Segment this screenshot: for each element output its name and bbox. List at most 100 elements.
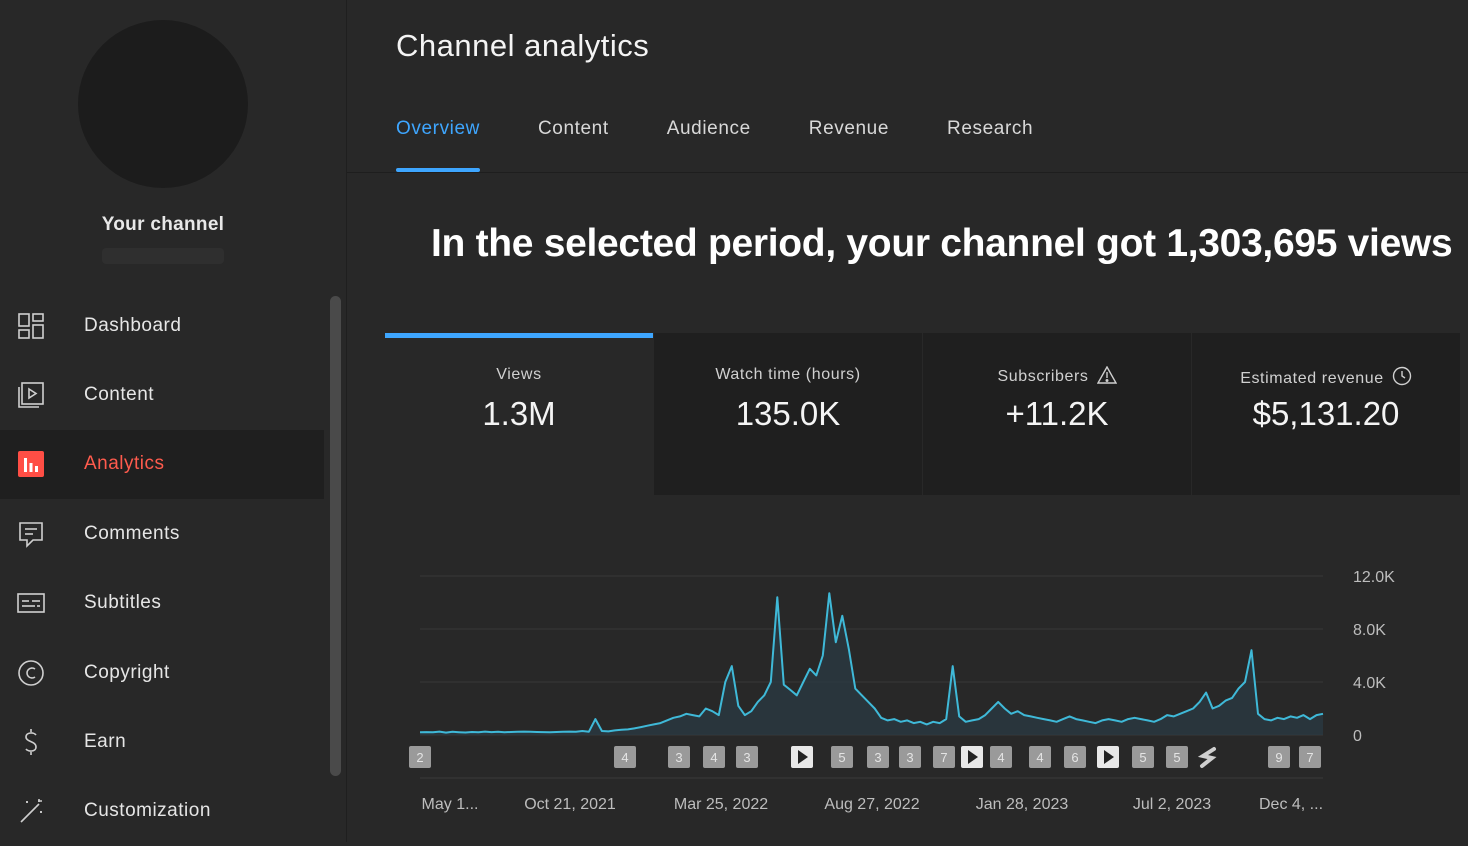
sidebar-item-label: Customization xyxy=(84,800,211,822)
video-marker[interactable]: 3 xyxy=(668,746,690,768)
svg-text:4: 4 xyxy=(710,750,717,765)
metric-cards: Views 1.3M Watch time (hours) 135.0K Sub… xyxy=(385,333,1461,495)
sidebar-item-dashboard[interactable]: Dashboard xyxy=(0,291,324,360)
channel-handle-blurred xyxy=(102,248,224,264)
video-marker[interactable]: 5 xyxy=(831,746,853,768)
series-area xyxy=(420,593,1323,735)
channel-name[interactable]: Your channel xyxy=(101,214,225,235)
video-marker[interactable]: 7 xyxy=(933,746,955,768)
x-tick-label: May 1... xyxy=(422,796,479,813)
video-marker[interactable]: 2 xyxy=(409,746,431,768)
video-marker[interactable]: 9 xyxy=(1268,746,1290,768)
metric-card-watch-time[interactable]: Watch time (hours) 135.0K xyxy=(654,333,922,495)
metric-label-row: Subscribers xyxy=(923,365,1191,389)
tab-audience[interactable]: Audience xyxy=(666,118,751,139)
clock-icon[interactable] xyxy=(1392,366,1412,391)
video-marker[interactable]: 6 xyxy=(1064,746,1086,768)
sidebar-nav: Dashboard Content Analytics xyxy=(0,291,324,846)
views-chart: 12.0K 8.0K 4.0K 0 2 4 3 4 3 5 3 3 7 4 4 6 5 5 9 7 May 1... Oc… xyxy=(347,500,1468,842)
x-tick-label: Aug 27, 2022 xyxy=(824,796,919,813)
tabs-divider xyxy=(347,172,1468,173)
video-marker-play-icon[interactable] xyxy=(961,746,983,768)
svg-text:9: 9 xyxy=(1275,750,1282,765)
x-tick-label: Mar 25, 2022 xyxy=(674,796,768,813)
series-line[interactable] xyxy=(419,592,1324,734)
svg-text:7: 7 xyxy=(940,750,947,765)
subtitles-icon xyxy=(17,589,45,617)
metric-card-estimated-revenue[interactable]: Estimated revenue $5,131.20 xyxy=(1192,333,1460,495)
sidebar-item-label: Content xyxy=(84,384,155,406)
customization-icon xyxy=(17,797,45,825)
metric-label: Estimated revenue xyxy=(1240,370,1384,387)
period-headline: In the selected period, your channel got… xyxy=(431,222,1453,265)
video-marker-play-icon[interactable] xyxy=(1097,746,1119,768)
metric-value: 135.0K xyxy=(735,395,841,432)
video-marker[interactable]: 3 xyxy=(899,746,921,768)
video-marker-play-icon[interactable] xyxy=(791,746,813,768)
sidebar-item-label: Copyright xyxy=(84,661,170,683)
video-marker[interactable]: 5 xyxy=(1132,746,1154,768)
shorts-marker-icon[interactable] xyxy=(1197,747,1217,768)
svg-text:5: 5 xyxy=(1139,750,1146,765)
main-panel: Channel analytics Overview Content Audie… xyxy=(347,0,1468,842)
video-marker[interactable]: 3 xyxy=(867,746,889,768)
channel-avatar[interactable] xyxy=(78,20,248,188)
metric-label: Subscribers xyxy=(997,368,1089,385)
copyright-icon xyxy=(17,659,45,687)
analytics-icon xyxy=(17,450,45,478)
video-marker[interactable]: 4 xyxy=(703,746,725,768)
sidebar-item-copyright[interactable]: Copyright xyxy=(0,638,324,707)
earn-icon xyxy=(17,728,45,756)
svg-text:4: 4 xyxy=(997,750,1004,765)
metric-label: Views xyxy=(496,366,542,383)
metric-label: Watch time (hours) xyxy=(715,366,861,383)
sidebar-item-comments[interactable]: Comments xyxy=(0,499,324,568)
video-marker[interactable]: 4 xyxy=(990,746,1012,768)
sidebar-item-analytics[interactable]: Analytics xyxy=(0,429,324,500)
video-marker[interactable]: 4 xyxy=(1029,746,1051,768)
video-marker[interactable]: 5 xyxy=(1166,746,1188,768)
sidebar: Your channel Dashboard Content xyxy=(0,0,347,842)
x-tick-label: Dec 4, ... xyxy=(1259,796,1323,813)
video-marker[interactable]: 7 xyxy=(1299,746,1321,768)
tab-research[interactable]: Research xyxy=(947,118,1034,139)
video-marker[interactable]: 4 xyxy=(614,746,636,768)
y-tick-label: 4.0K xyxy=(1353,675,1386,692)
tab-content[interactable]: Content xyxy=(537,118,609,139)
x-tick-label: Oct 21, 2021 xyxy=(524,796,616,813)
svg-text:3: 3 xyxy=(906,750,913,765)
metric-value: +11.2K xyxy=(1005,395,1109,432)
sidebar-item-customization[interactable]: Customization xyxy=(0,777,324,846)
sidebar-scrollbar[interactable] xyxy=(330,296,341,776)
y-tick-label: 0 xyxy=(1353,728,1362,745)
metric-card-subscribers[interactable]: Subscribers +11.2K xyxy=(923,333,1191,495)
svg-text:5: 5 xyxy=(1173,750,1180,765)
svg-text:3: 3 xyxy=(743,750,750,765)
y-tick-label: 8.0K xyxy=(1353,622,1386,639)
tab-revenue[interactable]: Revenue xyxy=(808,118,890,139)
video-marker[interactable]: 3 xyxy=(736,746,758,768)
warning-icon[interactable] xyxy=(1096,365,1117,389)
metric-label-row: Estimated revenue xyxy=(1192,366,1460,391)
svg-text:7: 7 xyxy=(1306,750,1313,765)
content-icon xyxy=(17,381,45,409)
y-tick-label: 12.0K xyxy=(1353,569,1395,586)
svg-text:4: 4 xyxy=(621,750,628,765)
sidebar-item-earn[interactable]: Earn xyxy=(0,707,324,776)
sidebar-item-label: Analytics xyxy=(84,453,165,475)
svg-text:3: 3 xyxy=(874,750,881,765)
svg-text:6: 6 xyxy=(1071,750,1078,765)
analytics-tabs: Overview Content Audience Revenue Resear… xyxy=(396,118,1091,172)
metric-value: $5,131.20 xyxy=(1252,395,1400,432)
x-tick-label: Jul 2, 2023 xyxy=(1133,796,1211,813)
sidebar-item-label: Earn xyxy=(84,731,127,753)
sidebar-item-label: Dashboard xyxy=(84,314,182,336)
metric-card-views[interactable]: Views 1.3M xyxy=(385,333,653,495)
svg-text:5: 5 xyxy=(838,750,845,765)
sidebar-item-subtitles[interactable]: Subtitles xyxy=(0,569,324,638)
tab-overview[interactable]: Overview xyxy=(396,118,480,172)
svg-text:4: 4 xyxy=(1036,750,1043,765)
sidebar-item-content[interactable]: Content xyxy=(0,360,324,429)
metric-value: 1.3M xyxy=(482,395,556,432)
dashboard-icon xyxy=(17,312,45,340)
